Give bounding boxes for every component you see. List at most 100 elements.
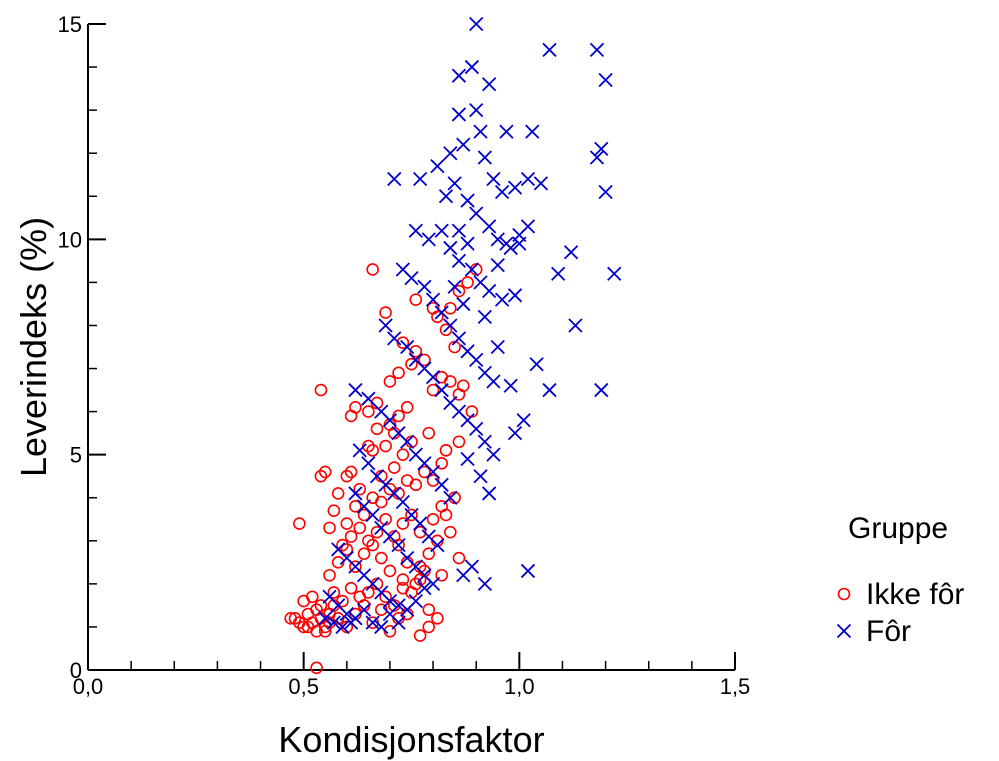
point-circle bbox=[366, 538, 379, 552]
y-tick-label: 5 bbox=[70, 443, 82, 468]
point-circle bbox=[340, 469, 354, 483]
point-x bbox=[477, 576, 492, 592]
point-x bbox=[469, 352, 484, 368]
point-x bbox=[425, 292, 441, 307]
point-x bbox=[490, 339, 505, 355]
point-x bbox=[417, 279, 432, 294]
y-axis-ticks: 0 5 10 15 bbox=[58, 12, 106, 683]
point-x bbox=[434, 477, 449, 492]
point-x bbox=[339, 606, 354, 622]
point-circle bbox=[396, 448, 410, 461]
legend-marker-circle bbox=[837, 587, 851, 601]
point-x bbox=[443, 318, 458, 333]
point-x bbox=[507, 180, 523, 195]
point-circle bbox=[288, 612, 302, 625]
point-x bbox=[520, 563, 536, 579]
point-circle bbox=[418, 353, 431, 367]
point-x bbox=[451, 107, 467, 122]
point-circle bbox=[452, 435, 466, 449]
point-x bbox=[425, 464, 441, 480]
point-x bbox=[499, 124, 514, 139]
point-circle bbox=[405, 357, 418, 371]
point-circle bbox=[340, 517, 354, 530]
point-x bbox=[382, 413, 398, 428]
point-circle bbox=[327, 504, 341, 517]
point-x bbox=[598, 72, 613, 88]
point-x bbox=[477, 434, 492, 449]
point-x bbox=[412, 516, 428, 531]
point-x bbox=[477, 309, 492, 324]
point-circle bbox=[461, 276, 474, 289]
point-circle bbox=[413, 629, 427, 642]
point-x bbox=[464, 559, 480, 574]
point-x bbox=[594, 382, 609, 398]
point-x bbox=[430, 537, 445, 553]
point-x bbox=[482, 486, 497, 501]
point-x bbox=[469, 16, 484, 32]
point-circle bbox=[392, 366, 405, 380]
point-x bbox=[425, 576, 441, 592]
point-circle bbox=[314, 469, 328, 483]
point-x bbox=[425, 370, 441, 385]
legend: Gruppe Ikke fôr Fôr bbox=[836, 512, 964, 648]
point-circle bbox=[387, 461, 401, 474]
x-axis-ticks: 0,0 0,5 1,0 1,5 bbox=[73, 652, 750, 699]
point-x bbox=[417, 581, 432, 596]
point-circle bbox=[310, 624, 323, 638]
point-circle bbox=[422, 620, 436, 634]
point-x bbox=[490, 232, 505, 247]
point-x bbox=[464, 262, 480, 277]
point-x bbox=[542, 382, 557, 398]
point-circle bbox=[379, 590, 392, 604]
point-x bbox=[335, 619, 350, 635]
point-x bbox=[512, 236, 527, 251]
point-x bbox=[421, 232, 436, 247]
point-x bbox=[430, 158, 445, 174]
y-axis-title: Leverindeks (%) bbox=[13, 217, 54, 477]
point-x bbox=[348, 382, 363, 398]
point-circle bbox=[318, 465, 332, 479]
point-x bbox=[607, 266, 622, 281]
point-x bbox=[469, 206, 484, 221]
point-x bbox=[451, 68, 467, 83]
point-circle bbox=[323, 521, 336, 535]
x-tick-label: 0,0 bbox=[73, 674, 104, 699]
point-x bbox=[469, 102, 484, 118]
data-points bbox=[284, 16, 622, 675]
point-circle bbox=[383, 564, 397, 578]
point-x bbox=[503, 378, 518, 393]
point-circle bbox=[435, 568, 448, 582]
point-x bbox=[391, 537, 406, 553]
point-x bbox=[460, 451, 475, 467]
point-circle bbox=[336, 538, 349, 552]
point-circle bbox=[340, 543, 354, 556]
point-circle bbox=[357, 547, 371, 561]
point-x bbox=[507, 425, 523, 441]
point-circle bbox=[353, 521, 367, 535]
point-circle bbox=[344, 581, 358, 595]
point-circle bbox=[405, 508, 418, 522]
point-circle bbox=[362, 405, 375, 418]
point-x bbox=[374, 619, 389, 635]
point-circle bbox=[310, 661, 323, 675]
point-circle bbox=[396, 517, 410, 530]
point-x bbox=[520, 219, 536, 234]
point-x bbox=[486, 447, 501, 462]
point-x bbox=[412, 171, 428, 187]
y-tick-label: 10 bbox=[58, 227, 82, 252]
point-x bbox=[387, 171, 402, 187]
point-x bbox=[551, 266, 566, 281]
point-circle bbox=[370, 525, 384, 539]
legend-items: Ikke fôr Fôr bbox=[836, 578, 964, 648]
point-x bbox=[542, 42, 557, 57]
point-circle bbox=[314, 383, 328, 397]
point-x bbox=[456, 137, 471, 152]
point-x bbox=[365, 615, 380, 630]
point-circle bbox=[357, 508, 371, 522]
point-x bbox=[598, 184, 613, 200]
point-circle bbox=[344, 465, 358, 479]
point-x bbox=[326, 615, 341, 630]
point-circle bbox=[375, 495, 388, 509]
point-circle bbox=[435, 456, 448, 470]
